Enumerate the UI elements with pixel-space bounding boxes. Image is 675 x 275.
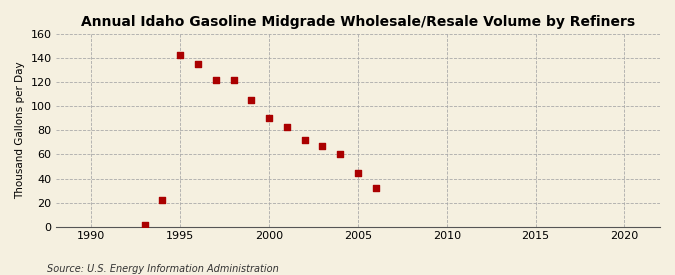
Point xyxy=(317,144,328,148)
Point xyxy=(335,152,346,157)
Point xyxy=(175,53,186,57)
Text: Source: U.S. Energy Information Administration: Source: U.S. Energy Information Administ… xyxy=(47,264,279,274)
Y-axis label: Thousand Gallons per Day: Thousand Gallons per Day xyxy=(15,62,25,199)
Point xyxy=(192,62,203,67)
Point xyxy=(157,198,168,202)
Point xyxy=(352,170,363,175)
Point xyxy=(371,186,381,190)
Point xyxy=(264,116,275,121)
Point xyxy=(299,138,310,142)
Point xyxy=(281,125,292,129)
Title: Annual Idaho Gasoline Midgrade Wholesale/Resale Volume by Refiners: Annual Idaho Gasoline Midgrade Wholesale… xyxy=(81,15,635,29)
Point xyxy=(246,98,256,103)
Point xyxy=(139,223,150,228)
Point xyxy=(228,78,239,82)
Point xyxy=(211,78,221,82)
